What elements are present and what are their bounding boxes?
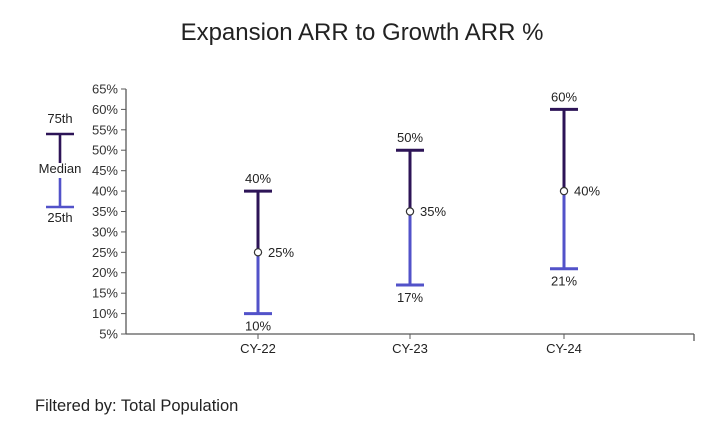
svg-text:10%: 10% <box>92 306 118 321</box>
svg-text:40%: 40% <box>245 171 271 186</box>
svg-text:50%: 50% <box>397 130 423 145</box>
svg-text:40%: 40% <box>92 184 118 199</box>
svg-text:25%: 25% <box>268 245 294 260</box>
svg-text:55%: 55% <box>92 122 118 137</box>
svg-text:45%: 45% <box>92 163 118 178</box>
svg-text:50%: 50% <box>92 143 118 158</box>
svg-text:25%: 25% <box>92 245 118 260</box>
svg-text:5%: 5% <box>99 327 118 342</box>
svg-text:Median: Median <box>39 161 82 176</box>
svg-text:30%: 30% <box>92 224 118 239</box>
svg-text:CY-22: CY-22 <box>240 341 276 356</box>
svg-text:15%: 15% <box>92 286 118 301</box>
svg-text:75th: 75th <box>47 111 72 126</box>
svg-text:35%: 35% <box>420 204 446 219</box>
svg-text:21%: 21% <box>551 274 577 289</box>
svg-text:CY-24: CY-24 <box>546 341 582 356</box>
svg-text:17%: 17% <box>397 290 423 305</box>
svg-text:10%: 10% <box>245 319 271 334</box>
svg-text:20%: 20% <box>92 265 118 280</box>
svg-text:65%: 65% <box>92 82 118 97</box>
svg-text:CY-23: CY-23 <box>392 341 428 356</box>
svg-text:35%: 35% <box>92 204 118 219</box>
svg-text:60%: 60% <box>92 102 118 117</box>
svg-text:25th: 25th <box>47 210 72 225</box>
svg-text:40%: 40% <box>574 184 600 199</box>
svg-text:60%: 60% <box>551 89 577 104</box>
